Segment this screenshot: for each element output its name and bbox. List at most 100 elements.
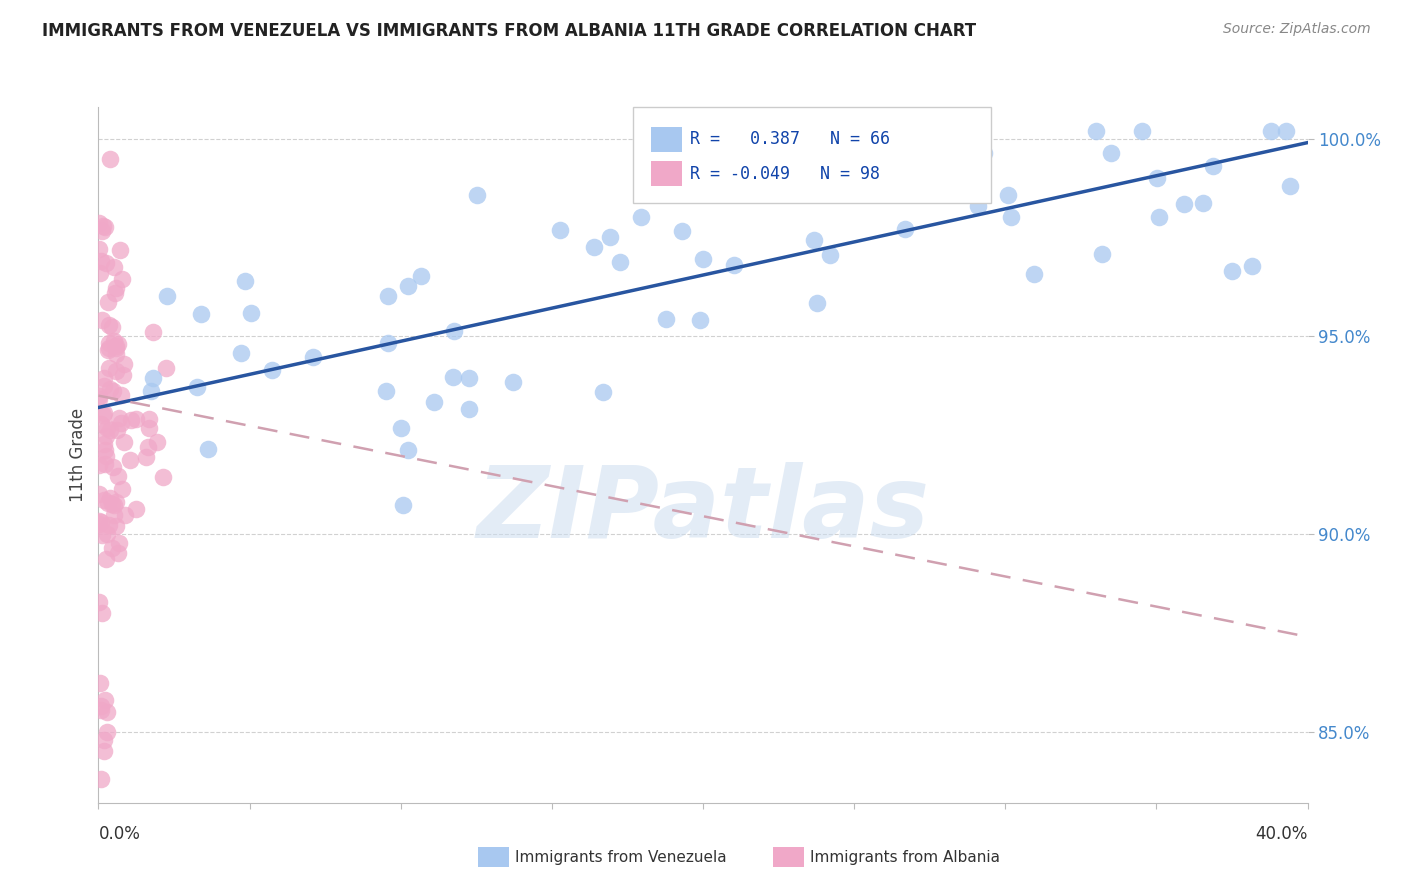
- Point: [111, 272, 134, 286]
- Point: [96, 449, 118, 463]
- Point: [93, 732, 115, 747]
- Point: [107, 411, 129, 425]
- Point: [87, 514, 110, 528]
- Point: [87, 392, 110, 407]
- Point: [89, 676, 111, 690]
- Point: [107, 546, 129, 560]
- Point: [818, 248, 841, 262]
- Point: [96, 724, 118, 739]
- Point: [103, 508, 125, 522]
- Point: [101, 459, 124, 474]
- Point: [111, 368, 134, 382]
- Point: [599, 230, 621, 244]
- Point: [904, 157, 927, 171]
- Point: [89, 389, 111, 403]
- Point: [973, 146, 995, 161]
- Point: [831, 124, 853, 138]
- Text: IMMIGRANTS FROM VENEZUELA VS IMMIGRANTS FROM ALBANIA 11TH GRADE CORRELATION CHAR: IMMIGRANTS FROM VENEZUELA VS IMMIGRANTS …: [42, 22, 976, 40]
- Point: [97, 295, 120, 310]
- Point: [91, 528, 114, 542]
- Point: [112, 435, 135, 450]
- Point: [465, 187, 488, 202]
- Point: [107, 337, 129, 351]
- Point: [142, 371, 165, 385]
- Point: [377, 335, 399, 350]
- Point: [89, 266, 111, 280]
- Point: [107, 468, 129, 483]
- Point: [441, 369, 464, 384]
- Point: [423, 395, 446, 409]
- Point: [87, 242, 110, 256]
- Point: [91, 219, 114, 234]
- Point: [125, 502, 148, 516]
- Point: [90, 224, 112, 238]
- Point: [103, 334, 125, 349]
- Point: [104, 341, 127, 355]
- Point: [502, 376, 524, 390]
- Point: [90, 772, 112, 786]
- Point: [90, 417, 112, 432]
- Y-axis label: 11th Grade: 11th Grade: [69, 408, 87, 502]
- Point: [671, 224, 693, 238]
- Point: [87, 595, 110, 609]
- Point: [89, 486, 111, 500]
- Point: [97, 495, 120, 509]
- Point: [97, 318, 120, 333]
- Point: [806, 296, 828, 310]
- Point: [96, 705, 118, 719]
- Point: [1173, 197, 1195, 211]
- Point: [94, 552, 117, 566]
- Point: [89, 458, 111, 472]
- Point: [409, 269, 432, 284]
- Point: [1091, 246, 1114, 260]
- Point: [93, 406, 115, 420]
- Point: [104, 346, 127, 360]
- Point: [105, 339, 128, 353]
- Point: [458, 371, 481, 385]
- Point: [136, 440, 159, 454]
- Point: [457, 401, 479, 416]
- Text: 40.0%: 40.0%: [1256, 825, 1308, 843]
- Point: [301, 350, 323, 364]
- Point: [689, 313, 711, 327]
- Point: [101, 541, 124, 555]
- Text: Immigrants from Albania: Immigrants from Albania: [810, 850, 1000, 864]
- Point: [93, 493, 115, 508]
- Point: [98, 491, 121, 506]
- Point: [1260, 124, 1282, 138]
- Point: [233, 274, 256, 288]
- Point: [630, 210, 652, 224]
- Point: [135, 450, 157, 464]
- Point: [1130, 124, 1153, 138]
- Point: [782, 124, 804, 138]
- Point: [90, 698, 112, 713]
- Point: [120, 413, 142, 427]
- Point: [197, 442, 219, 456]
- Point: [98, 335, 121, 350]
- Text: 0.0%: 0.0%: [98, 825, 141, 843]
- Point: [101, 497, 124, 511]
- Point: [107, 536, 129, 550]
- Point: [1192, 196, 1215, 211]
- Point: [1279, 179, 1302, 194]
- Point: [548, 223, 571, 237]
- Point: [104, 286, 127, 301]
- Point: [101, 319, 124, 334]
- Point: [138, 412, 160, 426]
- Point: [104, 495, 127, 509]
- Point: [103, 260, 125, 275]
- Point: [110, 388, 132, 402]
- Point: [94, 220, 117, 235]
- Point: [94, 693, 117, 707]
- Point: [94, 429, 117, 443]
- Point: [692, 252, 714, 267]
- Point: [93, 437, 115, 451]
- Point: [723, 258, 745, 272]
- Point: [389, 421, 412, 435]
- Text: Source: ZipAtlas.com: Source: ZipAtlas.com: [1223, 22, 1371, 37]
- Point: [1240, 260, 1263, 274]
- Point: [1147, 211, 1170, 225]
- Point: [396, 278, 419, 293]
- Point: [125, 412, 148, 426]
- Point: [751, 184, 773, 198]
